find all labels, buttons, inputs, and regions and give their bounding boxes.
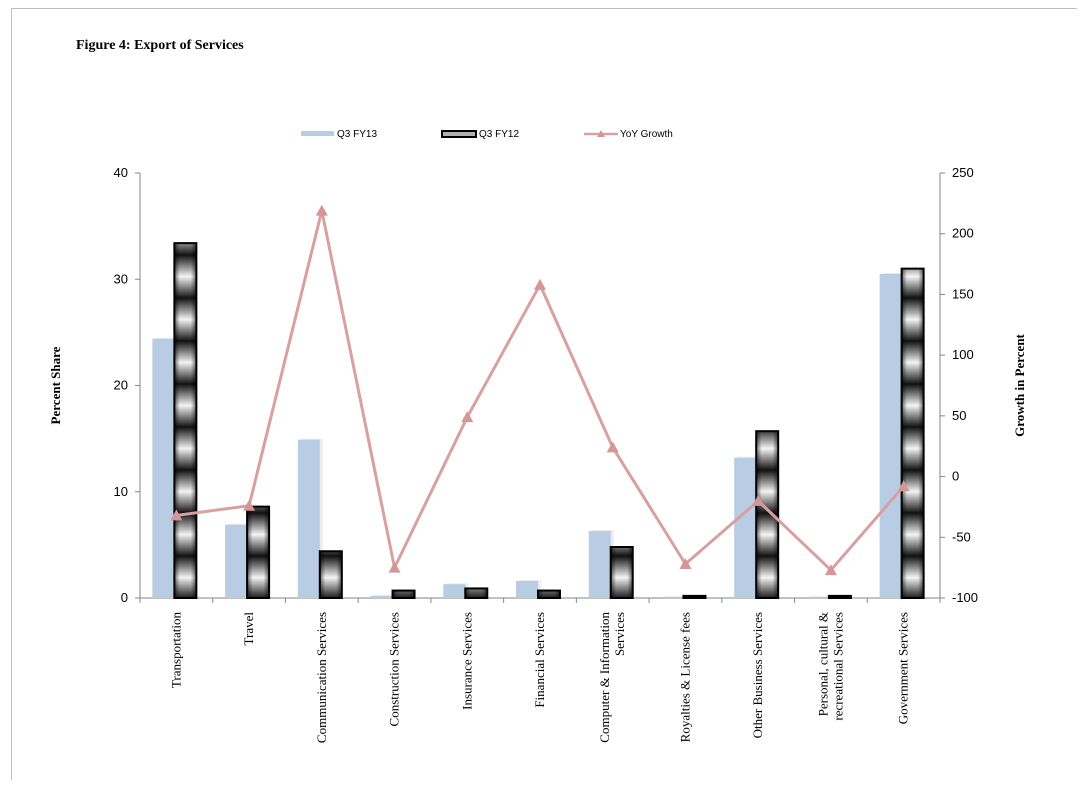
series-q3-fy13: [152, 272, 905, 598]
right-tick-label: 100: [952, 347, 974, 362]
category-label: Transportation: [168, 612, 183, 689]
bar-q3-fy13: [297, 439, 320, 598]
bar-q3-fy12-shade: [756, 431, 779, 598]
left-tick-label: 20: [114, 378, 128, 393]
bar-q3-fy12-shade: [392, 590, 415, 598]
bar-q3-fy12-shade: [319, 551, 342, 598]
chart-frame: [11, 8, 1077, 780]
yoy-growth-marker: [461, 411, 474, 423]
right-tick-label: 250: [952, 165, 974, 180]
bar-q3-fy12-shade: [610, 547, 633, 598]
category-label: Other Business Services: [750, 612, 765, 738]
right-tick-label: -50: [952, 529, 971, 544]
yoy-growth-marker: [534, 278, 546, 290]
right-tick-label: 200: [952, 226, 974, 241]
bar-q3-fy13: [588, 531, 611, 598]
left-tick-label: 40: [114, 165, 128, 180]
bar-q3-fy13: [734, 457, 757, 598]
category-label: Financial Services: [532, 612, 547, 708]
category-label: Royalties & License fees: [677, 612, 692, 742]
legend-swatch-yoy-marker: [597, 130, 605, 137]
bar-q3-fy13: [806, 596, 829, 598]
yoy-growth-marker: [824, 564, 837, 576]
legend-swatch-q3-fy13: [301, 131, 334, 136]
bar-q3-fy12-shade: [901, 268, 924, 598]
series-q3-fy12: [173, 242, 925, 599]
series-yoy-growth: [170, 204, 910, 576]
bar-q3-fy12-shade: [828, 595, 851, 598]
yoy-growth-marker: [315, 204, 328, 216]
yoy-growth-marker: [388, 561, 401, 573]
legend: Q3 FY13 Q3 FY12 YoY Growth: [301, 129, 673, 140]
right-tick-label: 50: [952, 408, 966, 423]
right-tick-label: -100: [952, 590, 978, 605]
legend-label-q3-fy12: Q3 FY12: [479, 129, 519, 140]
yoy-growth-marker: [243, 499, 256, 511]
category-label: Computer & InformationServices: [597, 612, 627, 743]
bar-q3-fy12-shade: [247, 506, 270, 598]
yoy-growth-line: [176, 210, 905, 573]
bar-q3-fy13: [661, 596, 684, 598]
bar-q3-fy13: [152, 338, 175, 598]
bar-q3-fy13: [879, 273, 902, 598]
category-label: Construction Services: [387, 612, 402, 726]
bar-q3-fy12-shade: [538, 590, 560, 598]
right-tick-label: 150: [952, 286, 974, 301]
axis-labels: Transportation Travel Communication Servic…: [48, 333, 1027, 743]
yoy-growth-marker: [606, 441, 619, 453]
left-tick-label: 30: [114, 271, 128, 286]
yoy-growth-marker: [170, 509, 183, 521]
left-axis-title: Percent Share: [48, 346, 63, 424]
bar-q3-fy12-shade: [683, 595, 706, 598]
legend-swatch-q3-fy12: [441, 130, 477, 138]
right-tick-label: 0: [952, 469, 959, 484]
axes: 0 10 20 30 40 -100 -50 0 50 100 150 200 250: [114, 165, 979, 605]
bar-q3-fy13: [516, 581, 538, 598]
left-tick-label: 0: [121, 590, 128, 605]
bar-q3-fy13: [443, 584, 466, 598]
legend-label-q3-fy13: Q3 FY13: [337, 129, 377, 140]
category-label: Insurance Services: [459, 612, 474, 710]
bar-q3-fy13: [225, 524, 248, 598]
category-label: Personal, cultural &recreational Service…: [815, 612, 845, 721]
category-label: Government Services: [896, 612, 911, 724]
yoy-growth-marker: [679, 558, 692, 569]
bar-q3-fy12-shade: [465, 588, 488, 598]
right-axis-title: Growth in Percent: [1012, 333, 1027, 436]
yoy-growth-marker: [897, 480, 910, 492]
category-label: Travel: [241, 612, 256, 646]
bar-q3-fy12-shade: [174, 243, 197, 598]
left-tick-label: 10: [114, 484, 128, 499]
legend-label-yoy-growth: YoY Growth: [620, 129, 673, 140]
yoy-growth-marker: [752, 494, 765, 506]
chart-title: Figure 4: Export of Services: [76, 38, 244, 53]
category-label: Communication Services: [314, 612, 329, 743]
bar-q3-fy13: [370, 595, 393, 598]
